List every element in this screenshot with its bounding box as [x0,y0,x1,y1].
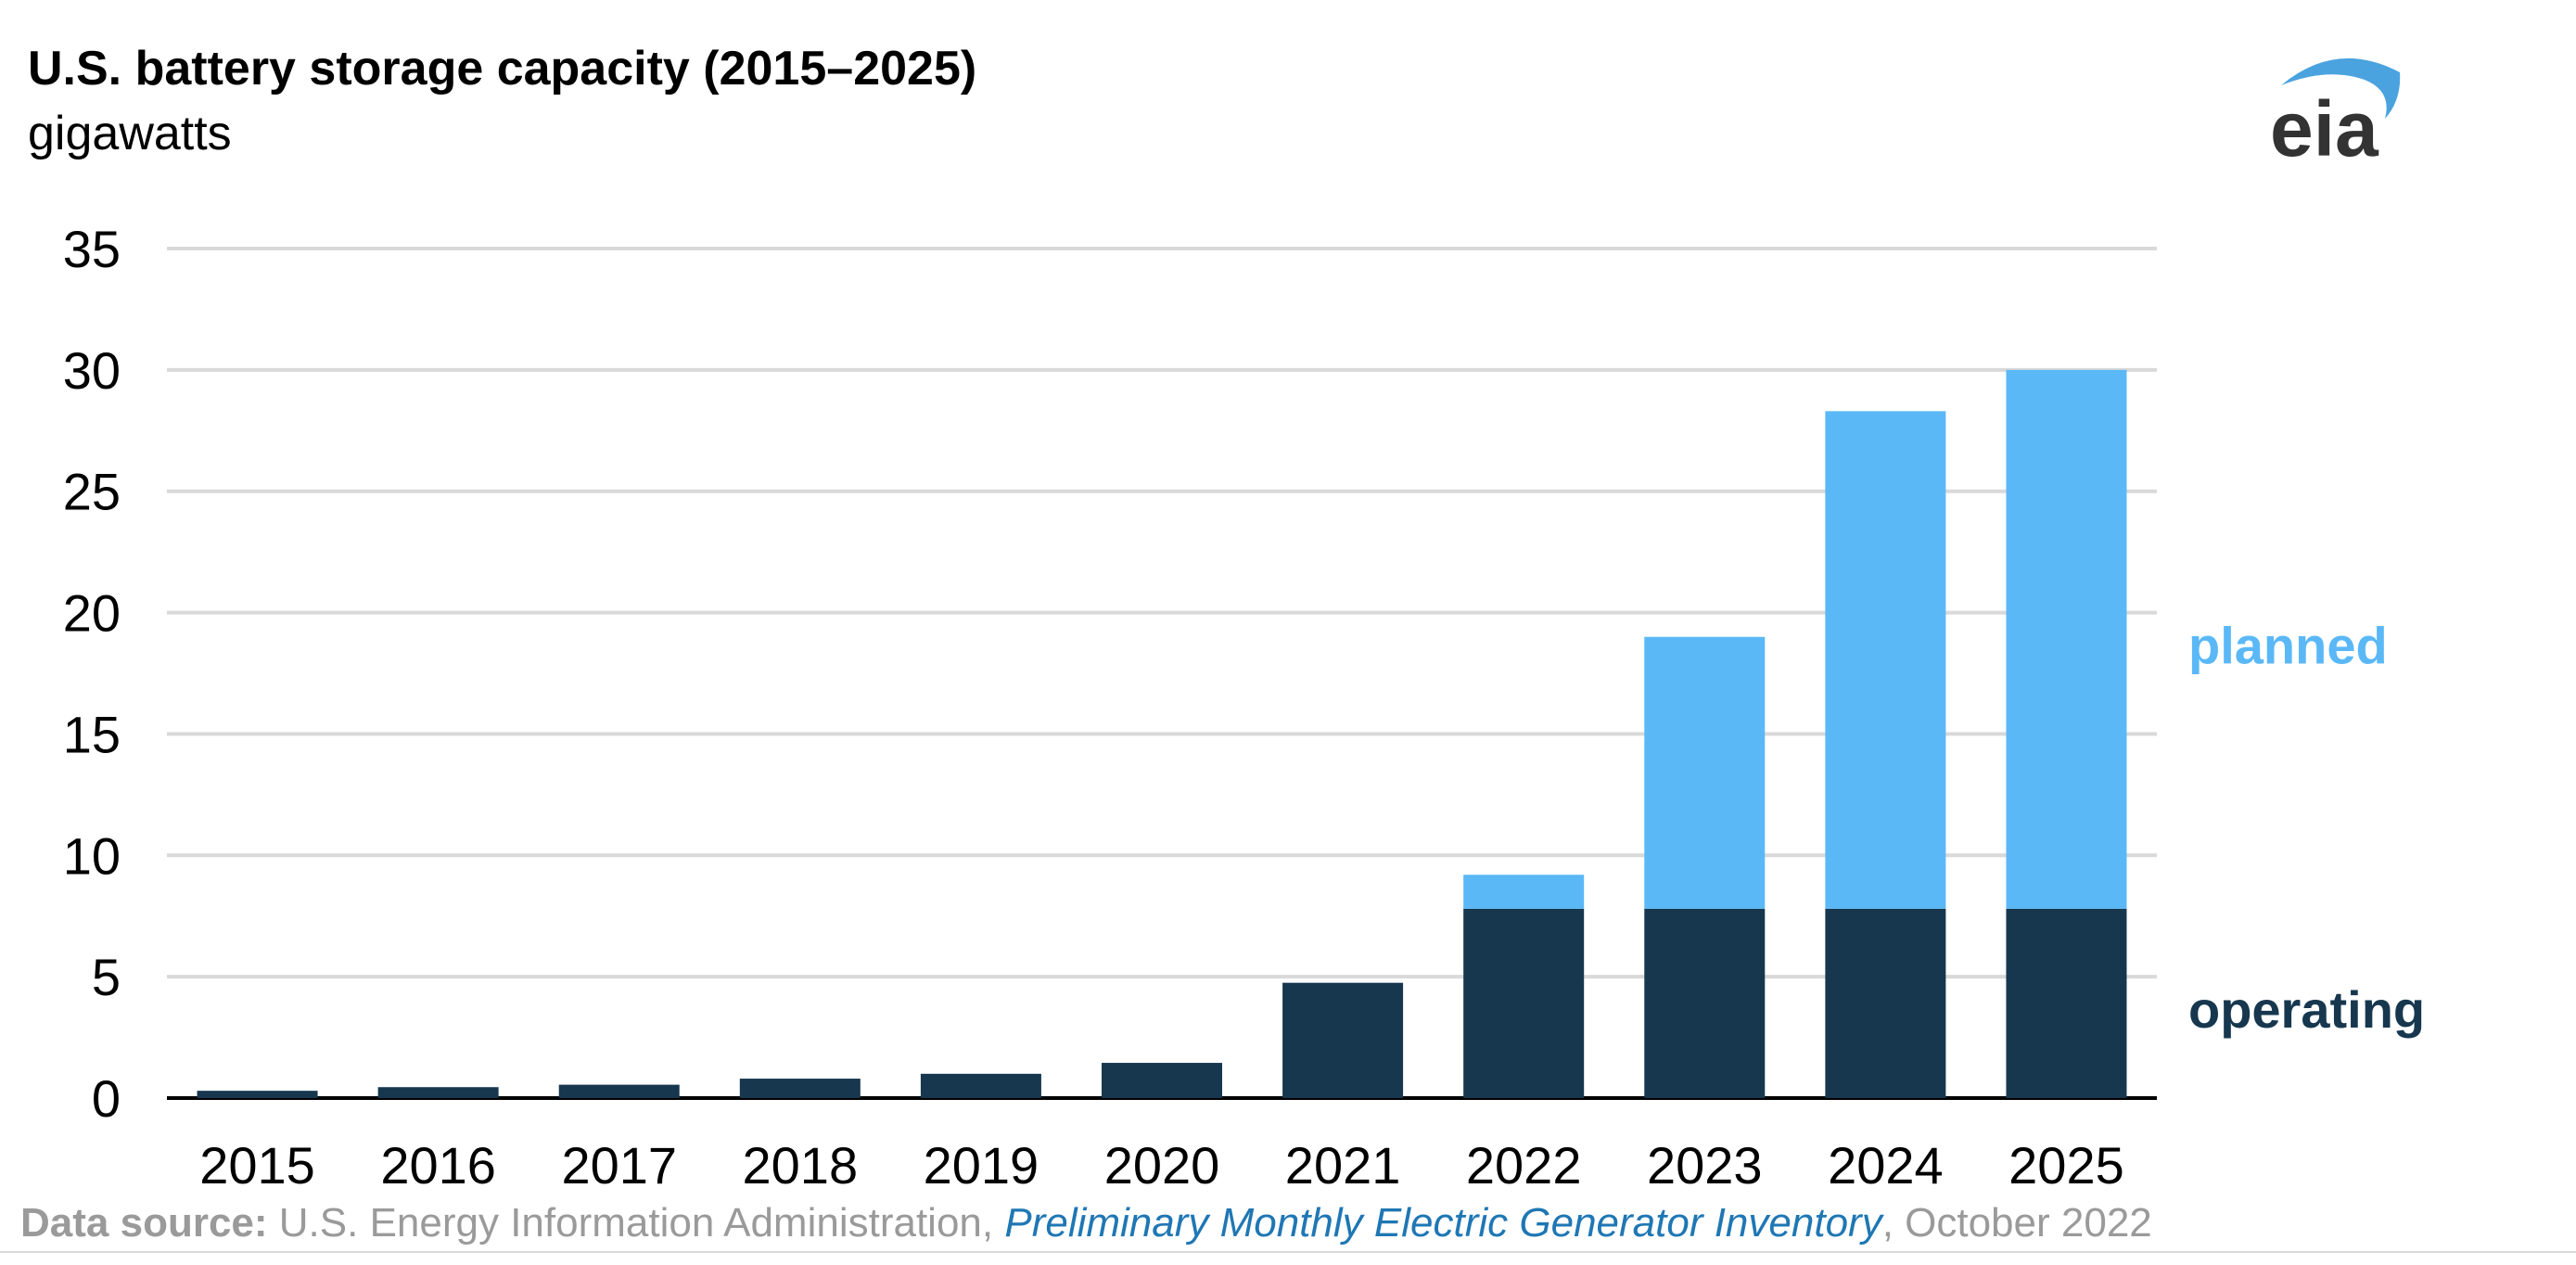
x-tick-label: 2022 [1466,1136,1582,1195]
bar-operating-2015 [197,1091,318,1098]
bar-planned-2025 [2006,369,2127,909]
bar-operating-2016 [377,1087,499,1098]
y-axis-ticks: 0 5 10 15 20 25 30 35 [63,220,121,1128]
x-tick-label: 2018 [743,1136,859,1195]
x-tick-label: 2021 [1285,1136,1401,1195]
source-tail: , October 2022 [1881,1200,2152,1246]
x-tick-label: 2016 [380,1136,496,1195]
source-link[interactable]: Preliminary Monthly Electric Generator I… [1004,1200,1882,1246]
x-tick-label: 2019 [924,1136,1039,1195]
x-tick-label: 2015 [199,1136,315,1195]
logo-text: eia [2270,85,2379,167]
bar-operating-2022 [1463,908,1585,1098]
x-axis-ticks: 2015 2016 2017 2018 2019 2020 2021 2022 2023 2024… [199,1136,2123,1195]
legend-label-operating: operating [2188,980,2425,1039]
y-tick-label: 25 [63,463,121,521]
bar-planned-2023 [1644,636,1766,909]
gridlines [167,247,2157,1100]
y-tick-label: 20 [63,584,121,643]
source-label: Data source: [20,1200,268,1246]
inline-legend: planned operating [2188,616,2425,1039]
bar-operating-2021 [1282,982,1404,1098]
x-tick-label: 2025 [2009,1136,2124,1195]
x-tick-label: 2024 [1828,1136,1944,1195]
logo-swoosh [2281,58,2401,119]
bar-operating-2020 [1102,1063,1222,1098]
bar-operating-2018 [739,1079,861,1098]
bar-planned-2024 [1825,411,1946,909]
y-tick-label: 10 [63,826,121,885]
y-tick-label: 0 [92,1069,121,1128]
bar-operating-2017 [558,1084,680,1098]
bar-operating-2019 [920,1073,1041,1098]
footer-divider [0,1251,2576,1253]
source-text: U.S. Energy Information Administration, [267,1200,1005,1246]
legend-label-planned: planned [2188,616,2388,674]
y-tick-label: 35 [63,220,121,278]
data-source-note: Data source: U.S. Energy Information Adm… [20,1200,2152,1246]
y-tick-label: 5 [92,948,121,1006]
bar-operating-2023 [1644,908,1766,1098]
y-tick-label: 15 [63,705,121,763]
eia-logo: eia [2270,58,2401,167]
x-tick-label: 2020 [1104,1136,1220,1195]
x-tick-label: 2017 [561,1136,677,1195]
bar-operating-2024 [1825,908,1946,1098]
chart-title: U.S. battery storage capacity (2015–2025… [28,42,977,96]
bars [197,369,2127,1098]
chart-subtitle: gigawatts [28,107,232,160]
bar-planned-2022 [1463,875,1585,909]
bar-operating-2025 [2006,908,2127,1098]
x-tick-label: 2023 [1647,1136,1763,1195]
y-tick-label: 30 [63,341,121,400]
